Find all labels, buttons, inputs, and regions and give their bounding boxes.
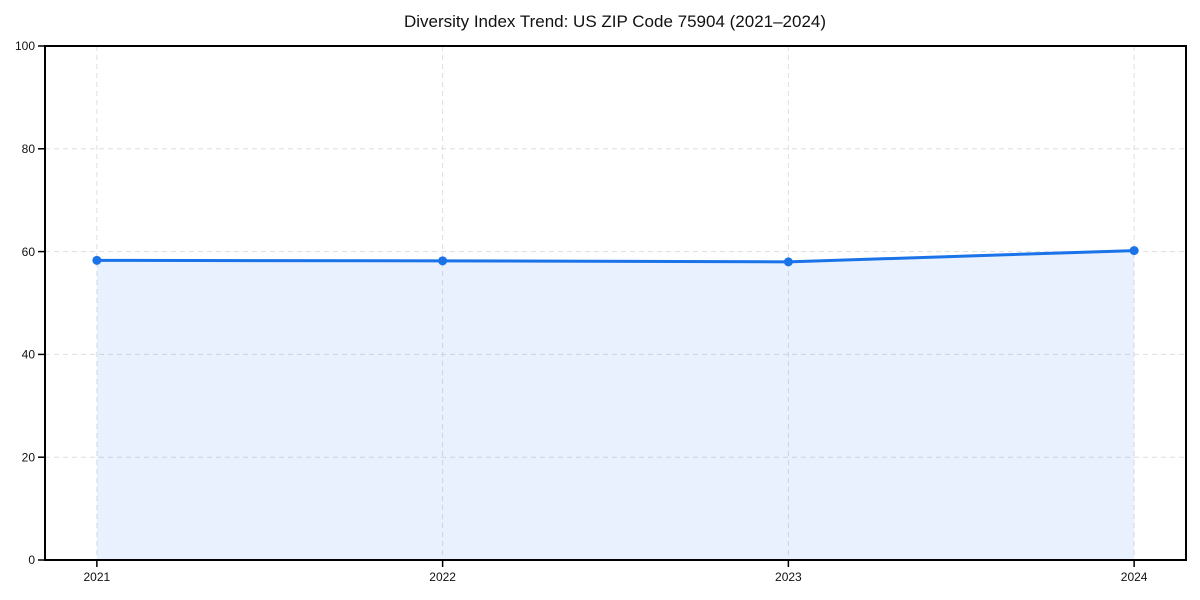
plot-border [44, 45, 1187, 561]
line-layer [95, 249, 1136, 264]
y-tick-label-80: 80 [22, 142, 36, 156]
chart-title: Diversity Index Trend: US ZIP Code 75904… [404, 12, 826, 31]
marker-layer [92, 246, 1139, 267]
data-point-2023 [783, 257, 793, 267]
grid-layer [45, 46, 1186, 560]
data-point-2024 [1129, 246, 1139, 256]
x-tick-label-2023: 2023 [775, 570, 802, 584]
tick-layer [38, 45, 1135, 567]
x-tick-label-2021: 2021 [84, 570, 111, 584]
data-point-2022 [438, 256, 448, 266]
x-tick-label-2022: 2022 [429, 570, 456, 584]
x-tick-label-2024: 2024 [1121, 570, 1148, 584]
y-tick-label-0: 0 [28, 553, 35, 567]
y-tick-label-100: 100 [15, 39, 35, 53]
area-fill [96, 250, 1135, 560]
y-tick-label-60: 60 [22, 245, 36, 259]
y-tick-label-20: 20 [22, 450, 36, 464]
spine-layer [44, 45, 1187, 561]
tick-label-layer: 2021 2022 2023 2024 0 20 40 60 80 100 [15, 39, 1148, 584]
area-layer [96, 250, 1135, 560]
trend-line [95, 249, 1136, 264]
data-point-2021 [92, 255, 102, 265]
y-tick-label-40: 40 [22, 348, 36, 362]
